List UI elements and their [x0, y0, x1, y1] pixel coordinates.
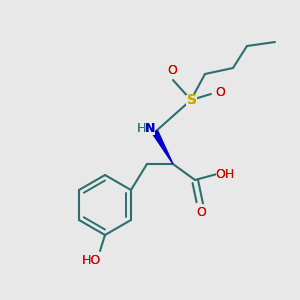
Text: O: O: [167, 64, 177, 77]
Text: O: O: [167, 64, 177, 77]
Text: OH: OH: [215, 167, 235, 181]
Text: OH: OH: [215, 167, 235, 181]
Text: O: O: [215, 86, 225, 100]
Text: S: S: [187, 93, 197, 107]
FancyBboxPatch shape: [215, 88, 225, 98]
FancyBboxPatch shape: [145, 124, 155, 134]
Text: HO: HO: [81, 254, 101, 268]
FancyBboxPatch shape: [216, 169, 234, 179]
FancyBboxPatch shape: [196, 208, 206, 218]
Polygon shape: [152, 130, 173, 164]
Text: N: N: [145, 122, 155, 136]
FancyBboxPatch shape: [167, 65, 177, 76]
Text: O: O: [196, 206, 206, 220]
Text: O: O: [196, 206, 206, 220]
Text: H: H: [136, 122, 146, 136]
FancyBboxPatch shape: [136, 124, 146, 134]
FancyBboxPatch shape: [187, 94, 197, 106]
FancyBboxPatch shape: [82, 256, 100, 266]
Text: S: S: [187, 93, 197, 107]
Text: HO: HO: [81, 254, 101, 268]
Text: N: N: [145, 122, 155, 136]
Text: H: H: [136, 122, 146, 136]
Text: O: O: [215, 86, 225, 100]
